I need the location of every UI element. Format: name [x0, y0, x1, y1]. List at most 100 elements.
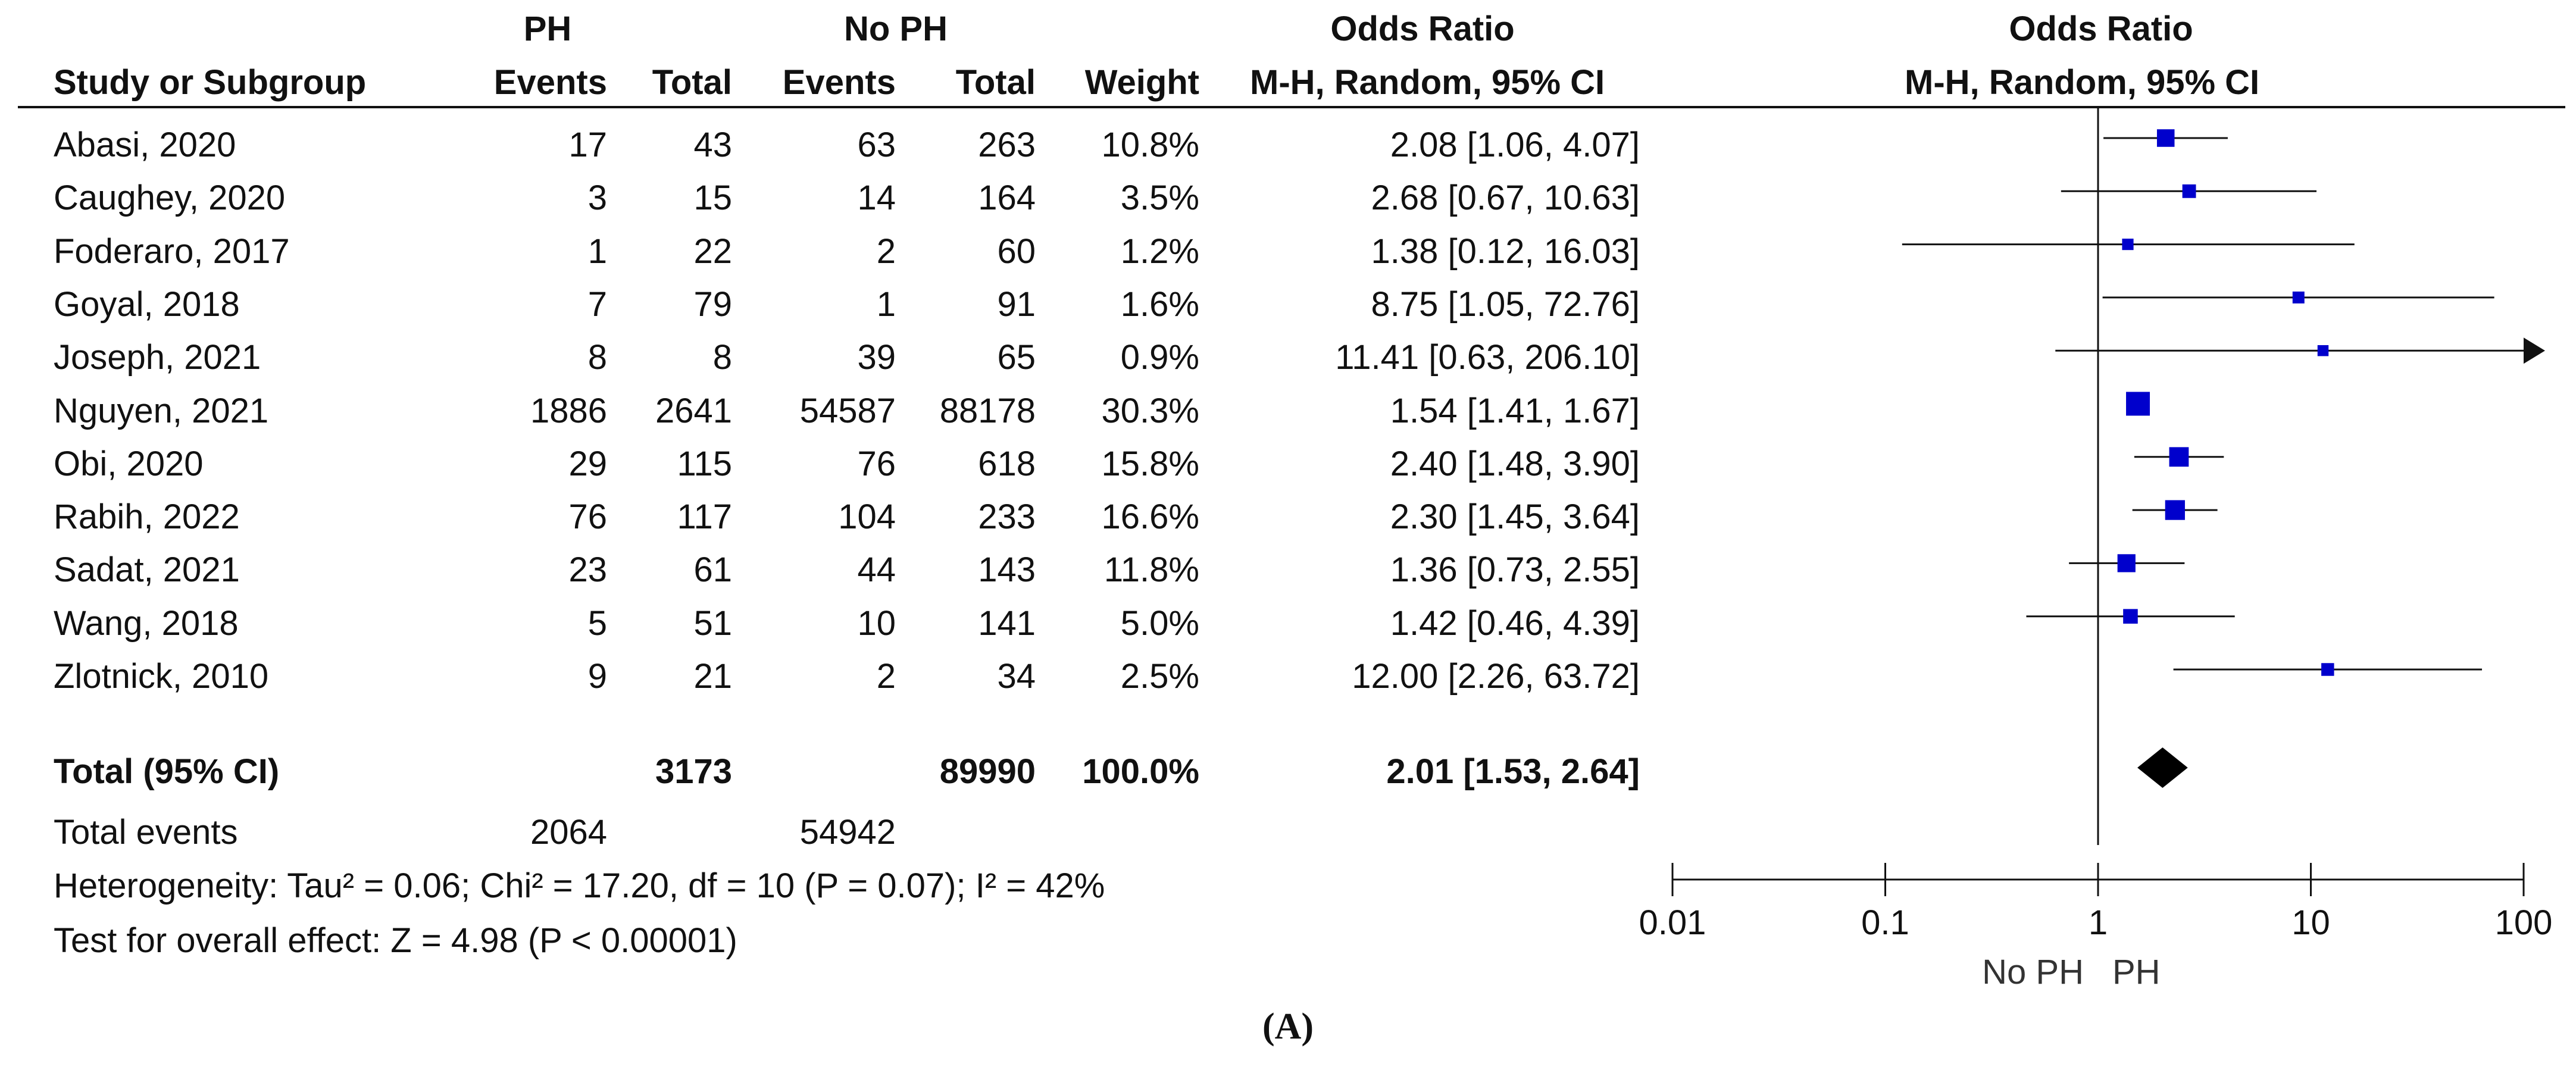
study-name: Wang, 2018 [54, 603, 239, 643]
ph-events: 1886 [530, 391, 607, 430]
study-name: Abasi, 2020 [54, 126, 236, 164]
total-ph-total: 3173 [655, 752, 732, 791]
ph-total: 115 [677, 444, 732, 483]
study-point [2126, 392, 2150, 416]
ph-total: 2641 [655, 391, 732, 430]
odds-ratio-ci: 2.40 [1.48, 3.90] [1390, 444, 1640, 483]
odds-ratio-ci: 2.08 [1.06, 4.07] [1390, 126, 1640, 164]
odds-ratio-ci: 1.38 [0.12, 16.03] [1371, 231, 1640, 271]
ci-arrow-icon [2524, 337, 2545, 364]
odds-ratio-ci: 1.54 [1.41, 1.67] [1390, 391, 1640, 430]
ph-total: 79 [693, 284, 732, 324]
noph-total: 233 [978, 497, 1036, 537]
noph-total: 88178 [939, 391, 1036, 430]
study-point [2169, 447, 2189, 467]
favours-right-label: PH [2112, 953, 2161, 991]
weight: 0.9% [1120, 338, 1199, 377]
weight: 2.5% [1120, 657, 1199, 696]
odds-ratio-ci: 11.41 [0.63, 206.10] [1335, 338, 1640, 377]
odds-ratio-ci: 12.00 [2.26, 63.72] [1352, 657, 1640, 696]
x-tick-label: 100 [2495, 903, 2553, 942]
study-name: Rabih, 2022 [54, 497, 240, 537]
weight: 30.3% [1101, 391, 1199, 430]
ph-total: 61 [693, 550, 732, 590]
header-noph-events: Events [782, 63, 896, 102]
noph-events: 2 [876, 231, 896, 271]
noph-events: 1 [876, 284, 896, 324]
odds-ratio-ci: 1.42 [0.46, 4.39] [1390, 603, 1640, 643]
total-ci: 2.01 [1.53, 2.64] [1386, 752, 1640, 791]
weight: 5.0% [1120, 603, 1199, 643]
events-label: Total events [54, 813, 238, 852]
noph-events: 44 [857, 550, 896, 590]
ph-events: 7 [587, 284, 607, 324]
ph-events: 76 [568, 497, 607, 537]
noph-total: 141 [978, 603, 1036, 643]
header-plot-title: Odds Ratio [2009, 10, 2193, 48]
odds-ratio-ci: 2.68 [0.67, 10.63] [1371, 179, 1640, 218]
x-tick-label: 10 [2291, 903, 2330, 942]
weight: 10.8% [1101, 126, 1199, 164]
header-study: Study or Subgroup [54, 63, 367, 102]
noph-events: 14 [857, 179, 896, 218]
header-noph: No PH [844, 10, 948, 48]
header-plot-method: M-H, Random, 95% CI [1905, 63, 2260, 102]
noph-total: 34 [997, 657, 1036, 696]
pooled-diamond [2137, 747, 2188, 788]
header-ph-total: Total [652, 63, 732, 102]
study-point [2122, 239, 2134, 251]
noph-events: 54587 [799, 391, 896, 430]
header-odds-ratio: Odds Ratio [1330, 10, 1515, 48]
noph-total: 60 [997, 231, 1036, 271]
header-noph-total: Total [955, 63, 1036, 102]
noph-events: 63 [857, 126, 896, 164]
ph-events: 9 [587, 657, 607, 696]
ph-events: 1 [587, 231, 607, 271]
noph-events: 104 [838, 497, 896, 537]
total-noph-total: 89990 [939, 752, 1036, 791]
study-point [2182, 184, 2196, 198]
ph-events: 5 [587, 603, 607, 643]
ph-events: 23 [568, 550, 607, 590]
weight: 15.8% [1101, 444, 1199, 483]
header-ph-events: Events [493, 63, 607, 102]
x-tick-label: 0.01 [1639, 903, 1706, 942]
study-name: Zlotnick, 2010 [54, 657, 269, 696]
noph-total: 164 [978, 179, 1036, 218]
events-ph: 2064 [530, 813, 607, 852]
favours-left-label: No PH [1982, 953, 2084, 991]
ph-events: 8 [587, 338, 607, 377]
study-name: Caughey, 2020 [54, 179, 286, 218]
weight: 3.5% [1120, 179, 1199, 218]
study-point [2317, 345, 2329, 356]
figure-caption: (A) [1262, 1006, 1314, 1047]
noph-events: 2 [876, 657, 896, 696]
noph-events: 39 [857, 338, 896, 377]
study-point [2292, 291, 2305, 303]
study-point [2165, 500, 2185, 520]
noph-events: 76 [857, 444, 896, 483]
x-tick-label: 0.1 [1861, 903, 1909, 942]
study-point [2156, 129, 2175, 147]
odds-ratio-ci: 2.30 [1.45, 3.64] [1390, 497, 1640, 537]
overall-effect-text: Test for overall effect: Z = 4.98 (P < 0… [54, 921, 737, 960]
study-name: Sadat, 2021 [54, 550, 240, 590]
heterogeneity-text: Heterogeneity: Tau² = 0.06; Chi² = 17.20… [54, 866, 1105, 905]
ph-total: 43 [693, 126, 732, 164]
weight: 16.6% [1101, 497, 1199, 537]
total-weight: 100.0% [1082, 752, 1199, 791]
header-ph: PH [523, 10, 572, 48]
study-name: Foderaro, 2017 [54, 231, 290, 271]
study-name: Nguyen, 2021 [54, 391, 269, 430]
noph-events: 10 [857, 603, 896, 643]
study-name: Goyal, 2018 [54, 284, 240, 324]
ph-total: 51 [693, 603, 732, 643]
study-point [2123, 609, 2138, 624]
ph-total: 21 [693, 657, 732, 696]
noph-total: 91 [997, 284, 1036, 324]
noph-total: 65 [997, 338, 1036, 377]
noph-total: 263 [978, 126, 1036, 164]
total-label: Total (95% CI) [54, 752, 280, 791]
ph-total: 22 [693, 231, 732, 271]
ph-total: 117 [677, 497, 732, 537]
